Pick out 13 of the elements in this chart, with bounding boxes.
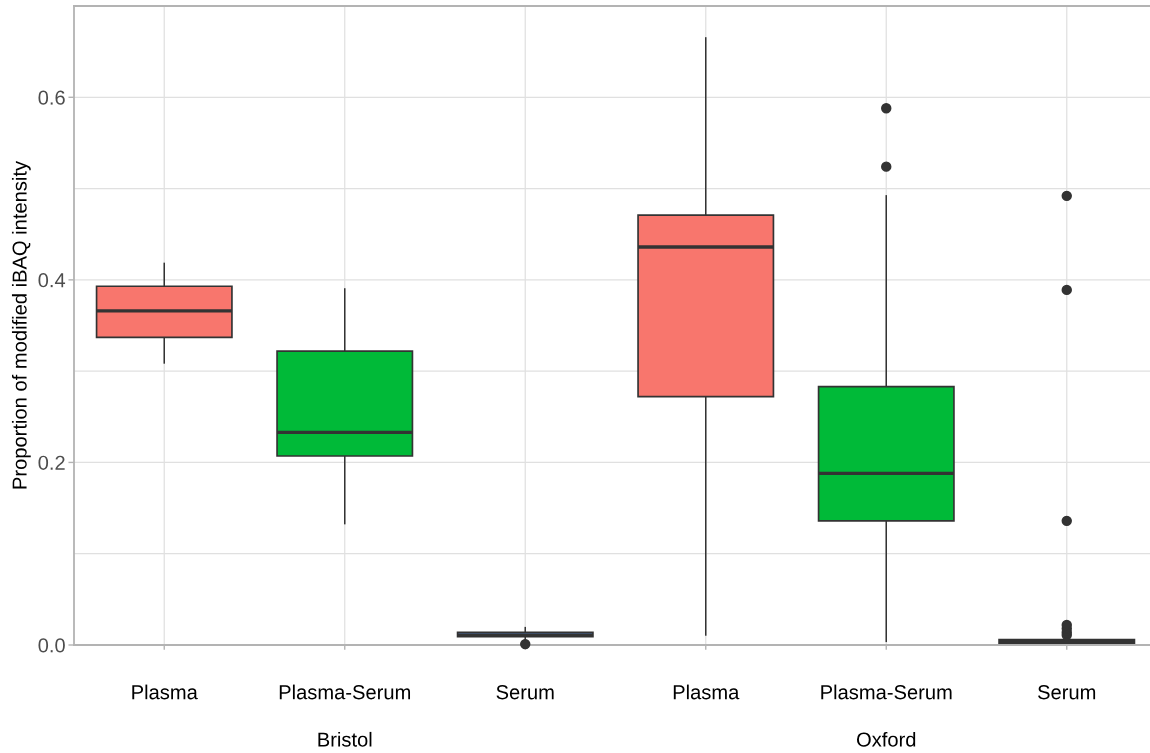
x-tick-label: Serum xyxy=(496,685,554,700)
y-tick-label: 0.2 xyxy=(38,455,65,470)
y-axis-title: Proportion of modified iBAQ intensity xyxy=(11,160,31,489)
x-tick-label: Serum xyxy=(1038,685,1096,700)
y-tick-label: 0.6 xyxy=(38,90,65,105)
text: Oxford xyxy=(856,731,916,747)
x-tick-label: Plasma xyxy=(673,684,740,700)
y-tick-label: 0.0 xyxy=(38,638,65,653)
x-tick-label: Plasma xyxy=(132,684,198,700)
x-tick-label: Plasma-Serum xyxy=(279,684,411,700)
text: Bristol xyxy=(318,731,372,747)
y-tick-label: 0.4 xyxy=(38,273,66,288)
x-tick-label: Plasma-Serum xyxy=(821,684,952,700)
